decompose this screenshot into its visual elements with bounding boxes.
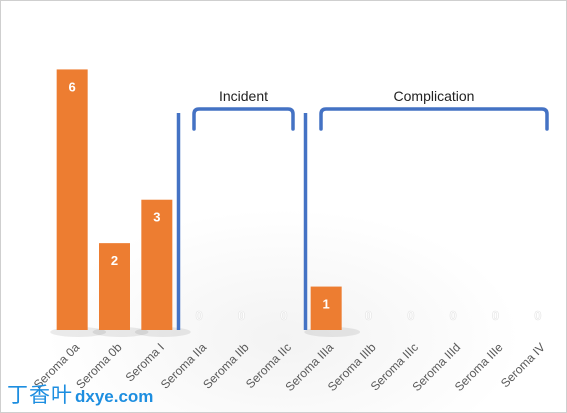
data-label: 1 [323,297,330,312]
data-label: 0 [280,308,287,323]
data-label: 0 [238,308,245,323]
bar [56,69,88,330]
bar [310,286,342,330]
data-label: 2 [111,253,118,268]
data-label: 0 [196,308,203,323]
data-label: 0 [534,308,541,323]
bar [99,243,130,330]
watermark-logo: 丁香叶 dxye.com [7,379,153,411]
group-bracket [192,107,295,131]
data-label: 3 [153,210,160,225]
category-label: Seroma IV [498,340,548,390]
data-label: 0 [365,308,372,323]
data-label: 0 [407,308,414,323]
group-label: Incident [219,88,268,104]
data-label: 0 [492,308,499,323]
watermark-cn: 丁香叶 [7,383,73,407]
bar [141,199,173,330]
data-label: 6 [69,79,76,94]
category-label: Seroma IIb [200,340,252,392]
watermark-en: dxye.com [75,387,154,406]
category-label: Seroma I [123,340,167,384]
group-label: Complication [394,88,475,104]
data-label: 0 [450,308,457,323]
group-bracket [319,107,549,131]
